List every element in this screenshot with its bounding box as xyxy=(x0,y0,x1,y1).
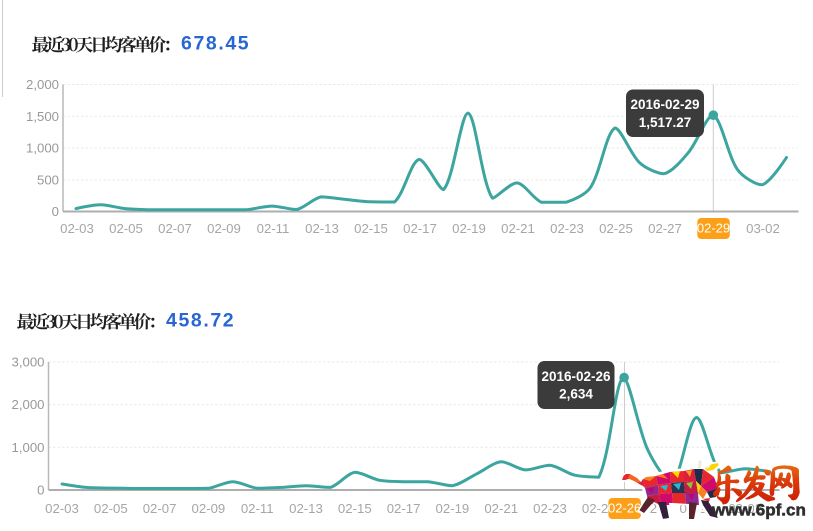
svg-text:2016-02-26: 2016-02-26 xyxy=(541,369,611,384)
svg-text:3,000: 3,000 xyxy=(11,355,44,370)
svg-text:02-27: 02-27 xyxy=(648,221,682,236)
svg-text:02-03: 02-03 xyxy=(60,221,94,236)
svg-text:02-07: 02-07 xyxy=(158,221,192,236)
svg-text:0: 0 xyxy=(52,204,59,219)
svg-text:03-02: 03-02 xyxy=(728,501,762,516)
svg-text:03-02: 03-02 xyxy=(746,221,780,236)
svg-text:02-25: 02-25 xyxy=(599,221,633,236)
svg-text:2,000: 2,000 xyxy=(26,77,59,92)
svg-text:02-19: 02-19 xyxy=(436,501,470,516)
svg-text:02-05: 02-05 xyxy=(109,221,143,236)
svg-text:02-11: 02-11 xyxy=(241,501,274,516)
svg-text:02-15: 02-15 xyxy=(338,501,372,516)
svg-text:2,000: 2,000 xyxy=(11,397,44,412)
svg-text:1,000: 1,000 xyxy=(11,440,44,455)
svg-text:02-29: 02-29 xyxy=(697,221,730,236)
svg-text:02-13: 02-13 xyxy=(305,221,339,236)
svg-text:02-23: 02-23 xyxy=(533,501,567,516)
svg-text:02-13: 02-13 xyxy=(289,501,323,516)
svg-text:2016-02-29: 2016-02-29 xyxy=(630,97,699,112)
svg-text:02-09: 02-09 xyxy=(207,221,241,236)
svg-text:500: 500 xyxy=(37,172,59,187)
svg-text:0: 0 xyxy=(37,483,44,498)
svg-text:1,517.27: 1,517.27 xyxy=(639,115,692,130)
svg-text:02-19: 02-19 xyxy=(452,221,486,236)
svg-text:02-25: 02-25 xyxy=(582,501,616,516)
svg-text:www.6pf.cn: www.6pf.cn xyxy=(711,501,806,520)
svg-text:1,500: 1,500 xyxy=(26,109,59,124)
svg-text:678.45: 678.45 xyxy=(181,33,250,55)
svg-text:458.72: 458.72 xyxy=(166,310,235,332)
svg-text:02-26: 02-26 xyxy=(608,501,641,516)
svg-text:02-03: 02-03 xyxy=(45,501,79,516)
svg-text:02-07: 02-07 xyxy=(143,501,177,516)
svg-text:02-09: 02-09 xyxy=(192,501,226,516)
svg-text:02-23: 02-23 xyxy=(550,221,584,236)
svg-text:02-21: 02-21 xyxy=(484,501,518,516)
svg-text:02-17: 02-17 xyxy=(403,221,437,236)
svg-text:1,000: 1,000 xyxy=(26,141,59,156)
svg-text:02-17: 02-17 xyxy=(387,501,421,516)
svg-text:2,634: 2,634 xyxy=(559,387,593,402)
svg-text:02-21: 02-21 xyxy=(501,221,535,236)
svg-text:02-05: 02-05 xyxy=(94,501,128,516)
svg-text:02-15: 02-15 xyxy=(354,221,388,236)
svg-text:02-11: 02-11 xyxy=(257,221,290,236)
